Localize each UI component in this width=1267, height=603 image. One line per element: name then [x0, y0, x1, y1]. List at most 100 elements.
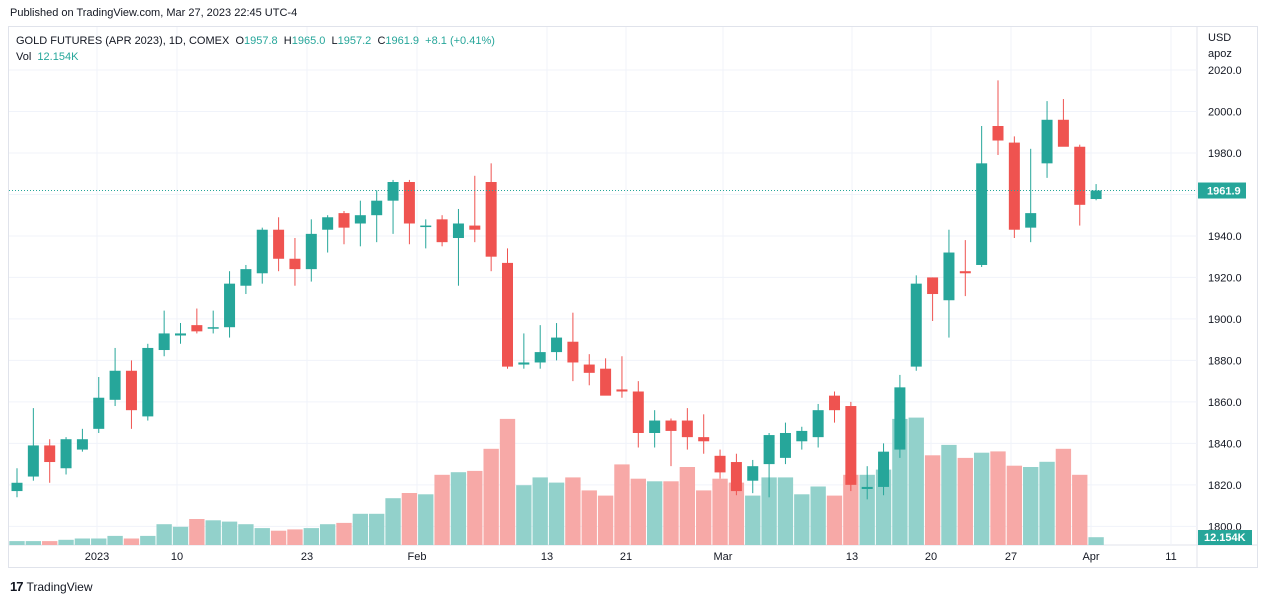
candle-body [256, 229, 268, 274]
volume-bar [973, 452, 990, 545]
candle-body [1041, 119, 1053, 164]
volume-bar [74, 538, 91, 545]
x-tick-label: 13 [846, 551, 858, 563]
volume-bar [499, 418, 516, 545]
price-axis: 2020.02000.01980.01960.01940.01920.01900… [1198, 32, 1252, 545]
candle-body [469, 225, 481, 230]
candle-body [44, 445, 56, 463]
candle-body [207, 327, 219, 329]
low-label: L [331, 35, 338, 47]
volume-bar [238, 524, 254, 545]
candle-body [665, 420, 677, 431]
candle-body [747, 466, 759, 481]
volume-bar [42, 541, 58, 545]
x-tick-label: 10 [171, 551, 183, 563]
candle-body [518, 362, 530, 365]
x-tick-label: Apr [1082, 551, 1099, 563]
candle-body [403, 182, 415, 224]
volume-bar [843, 474, 859, 545]
volume-bar [957, 457, 973, 545]
candle-body [583, 364, 595, 373]
volume-bar [1039, 461, 1055, 545]
candle-body [698, 437, 710, 442]
candle-body [485, 182, 497, 257]
volume-bar [1072, 474, 1088, 545]
volume-bar [777, 477, 794, 545]
volume-bar [597, 495, 614, 545]
volume-bar [189, 519, 205, 545]
volume-bar [679, 467, 696, 545]
candle-body [142, 347, 154, 417]
volume-bar [745, 495, 761, 545]
volume-bar [467, 470, 483, 545]
candle-body [289, 258, 301, 270]
y-tick-label: 1920.0 [1208, 272, 1242, 284]
x-tick-label: Mar [714, 551, 733, 563]
x-tick-label: 2023 [85, 551, 109, 563]
volume-bar [123, 538, 140, 545]
volume-bar [630, 478, 646, 545]
volume-bar [614, 464, 630, 545]
volume-bar [1023, 467, 1039, 545]
volume-bar [107, 535, 123, 545]
volume-bar [352, 513, 369, 545]
volume-bar [924, 455, 941, 545]
candle-body [845, 406, 857, 485]
candle-body [829, 395, 840, 411]
volume-bar [221, 521, 238, 545]
tradingview-logo[interactable]: 17 TradingView [10, 579, 93, 594]
volume-bar [369, 513, 385, 545]
candle-body [175, 333, 186, 336]
volume-bar [810, 486, 826, 545]
volume-bar [91, 538, 107, 545]
y-tick-label: 1940.0 [1208, 231, 1242, 243]
x-tick-label: 20 [925, 551, 937, 563]
candle-body [861, 486, 873, 489]
candle-body [992, 126, 1004, 141]
candle-body [109, 370, 121, 400]
candle-body [730, 462, 742, 492]
candle-body [371, 200, 383, 216]
volume-legend: Vol 12.154K [16, 49, 495, 65]
volume-bar [696, 490, 712, 545]
volume-bar [875, 469, 892, 545]
chart-frame[interactable] [8, 26, 1258, 568]
volume-bars [9, 417, 1104, 545]
last-price-label: 1961.9 [1207, 186, 1241, 198]
candle-body [927, 277, 939, 295]
candle-body [600, 368, 612, 396]
candle-body [714, 455, 726, 473]
candle-body [191, 325, 203, 332]
y-tick-label: 1860.0 [1208, 397, 1242, 409]
candle-body [224, 283, 236, 328]
x-tick-label: 21 [620, 551, 632, 563]
y-tick-label: 2020.0 [1208, 65, 1242, 77]
candle-body [27, 445, 39, 477]
tradingview-brand: TradingView [26, 579, 93, 594]
candle-body [322, 217, 334, 230]
volume-value: 12.154K [37, 51, 79, 63]
candle-body [387, 182, 399, 201]
volume-bar [9, 541, 25, 545]
candle-body [878, 451, 890, 487]
candle-body [1090, 190, 1102, 200]
volume-bar [418, 494, 434, 545]
price-candles [11, 80, 1102, 500]
candle-body [763, 435, 775, 465]
volume-bar [483, 448, 499, 545]
candle-body [632, 391, 644, 433]
volume-bar [254, 528, 270, 545]
candle-body [1057, 119, 1069, 147]
volume-bar [859, 474, 875, 545]
volume-bar [728, 482, 745, 545]
candle-body [1025, 213, 1037, 228]
candle-body [1074, 146, 1086, 205]
volume-bar [1088, 537, 1104, 545]
candle-body [812, 410, 824, 438]
volume-bar [140, 535, 156, 545]
volume-bar [663, 481, 679, 545]
y-tick-label: 2000.0 [1208, 106, 1242, 118]
volume-bar [156, 524, 172, 545]
candle-body [76, 439, 88, 450]
